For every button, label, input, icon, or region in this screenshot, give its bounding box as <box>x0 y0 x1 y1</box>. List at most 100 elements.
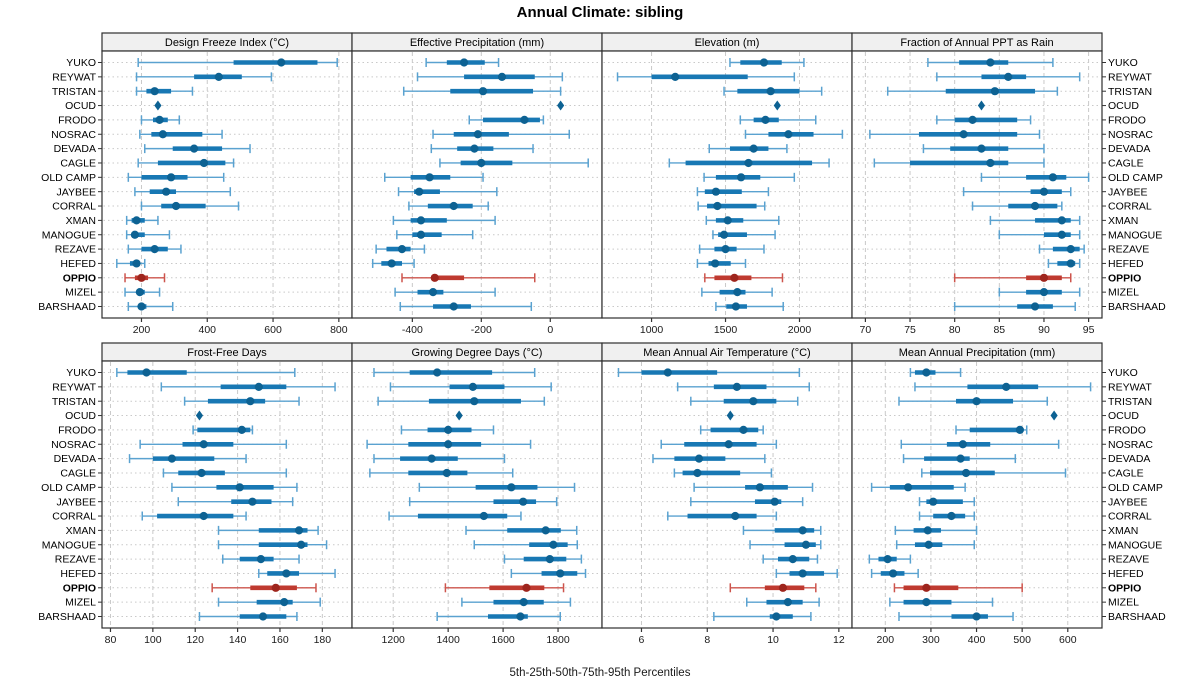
median-dot <box>397 244 407 254</box>
site-label-right: NOSRAC <box>1108 439 1153 451</box>
row-rezave <box>98 554 351 564</box>
median-dot <box>470 144 479 153</box>
panel-3: Fraction of Annual PPT as Rain 70 75 80 85 90… <box>851 32 1106 336</box>
row-ocud <box>853 100 1106 111</box>
row-yuko <box>603 58 851 67</box>
site-label-left: HEFED <box>60 568 96 580</box>
x-tick-label: 1800 <box>546 634 570 646</box>
site-label-right: CORRAL <box>1108 511 1152 523</box>
median-dot <box>986 158 995 168</box>
site-label-right: CORRAL <box>1108 201 1152 213</box>
panel-2: Elevation (m) 1000 1500 2000 <box>601 32 853 336</box>
row-tristan <box>98 86 351 96</box>
median-dot <box>167 454 177 463</box>
median-dot <box>719 230 729 239</box>
median-dot <box>724 440 733 449</box>
median-dot <box>519 497 528 506</box>
median-dot <box>772 612 781 621</box>
single-value-diamond <box>195 410 204 421</box>
row-jaybee <box>853 497 1106 507</box>
x-tick-label: 1200 <box>382 634 406 646</box>
x-tick-label: 600 <box>264 324 282 336</box>
row-manogue <box>98 540 351 550</box>
x-tick-label: 140 <box>229 634 247 646</box>
x-tick-label: 8 <box>704 634 710 646</box>
site-label-left: DEVADA <box>54 453 96 465</box>
median-dot <box>297 540 306 549</box>
row-old-camp <box>853 172 1106 182</box>
panel-frame <box>101 50 353 319</box>
row-rezave <box>853 244 1106 254</box>
row-reywat <box>853 382 1106 392</box>
site-label-left: MANOGUE <box>42 539 96 551</box>
x-tick-label: 75 <box>904 324 916 336</box>
x-tick-label: 0 <box>547 324 553 336</box>
row-ocud <box>98 410 351 421</box>
single-value-diamond <box>977 100 986 111</box>
panel-5: Growing Degree Days (°C) 1200 1400 1600 1800 <box>351 342 603 646</box>
row-barshaad <box>603 612 851 621</box>
site-label-right: DEVADA <box>1108 453 1150 465</box>
row-ocud <box>98 100 351 111</box>
median-dot <box>922 598 931 607</box>
median-dot <box>713 201 722 211</box>
median-dot <box>671 72 680 81</box>
x-tick-label: 12 <box>833 634 845 646</box>
median-dot <box>158 130 167 139</box>
median-dot <box>1057 230 1066 239</box>
x-tick-label: 2000 <box>788 324 812 336</box>
x-tick-label: 6 <box>639 634 645 646</box>
median-dot <box>1039 273 1049 282</box>
row-hefed <box>853 258 1106 268</box>
median-dot <box>137 302 146 311</box>
site-label-right: MIZEL <box>1108 597 1139 609</box>
median-dot <box>522 583 531 592</box>
site-label-right: HEFED <box>1108 568 1144 580</box>
row-xman <box>603 215 851 225</box>
median-dot <box>132 216 141 225</box>
site-label-right: XMAN <box>1108 215 1138 227</box>
x-tick-label: 1500 <box>714 324 738 336</box>
site-label-right: CAGLE <box>1108 158 1144 170</box>
median-dot <box>801 540 811 549</box>
site-label-right: TRISTAN <box>1108 86 1152 98</box>
row-reywat <box>853 72 1106 82</box>
x-tick-label: 100 <box>144 634 162 646</box>
site-label-right: REYWAT <box>1108 71 1152 83</box>
site-label-left: JAYBEE <box>57 186 97 198</box>
row-reywat <box>98 72 351 82</box>
median-dot <box>732 382 741 391</box>
site-label-right: OPPIO <box>1108 272 1141 284</box>
row-oppio <box>98 583 351 593</box>
site-label-left: TRISTAN <box>52 86 96 98</box>
x-tick-label: 200 <box>133 324 151 336</box>
median-dot <box>444 425 453 435</box>
site-label-left: FRODO <box>58 115 96 127</box>
site-label-left: DEVADA <box>54 143 96 155</box>
row-rezave <box>353 554 601 564</box>
row-tristan <box>98 396 351 406</box>
median-dot <box>442 468 451 478</box>
row-hefed <box>603 258 851 268</box>
site-label-right: TRISTAN <box>1108 396 1152 408</box>
percentile-legend-label: 5th-25th-50th-75th-95th Percentiles <box>509 667 691 679</box>
row-hefed <box>98 568 351 578</box>
row-rezave <box>853 554 1106 564</box>
site-label-left: NOSRAC <box>51 129 96 141</box>
site-label-right: YUKO <box>1108 57 1138 69</box>
single-value-diamond <box>455 410 463 421</box>
median-dot <box>761 115 770 125</box>
row-jaybee <box>603 497 851 507</box>
row-ocud <box>353 100 601 111</box>
row-ocud <box>603 410 851 421</box>
median-dot <box>778 583 788 592</box>
median-dot <box>137 273 146 282</box>
panel-frame <box>851 50 1103 319</box>
row-nosrac <box>98 129 351 139</box>
median-dot <box>449 201 458 211</box>
site-label-left: XMAN <box>66 525 96 537</box>
median-dot <box>1066 259 1075 268</box>
median-dot <box>520 115 529 125</box>
median-dot <box>280 598 289 607</box>
row-mizel <box>603 287 851 297</box>
